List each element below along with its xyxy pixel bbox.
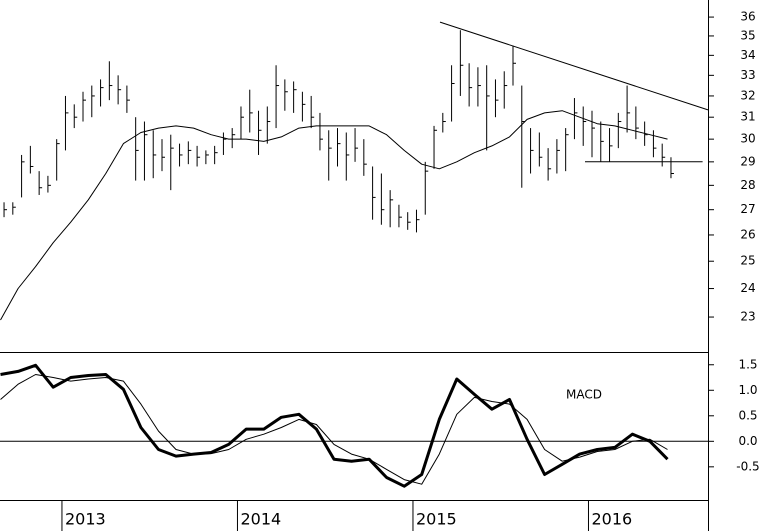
annotation: MACD — [566, 388, 602, 402]
x-tick-label: 2013 — [65, 510, 106, 529]
y-tick-label: 32 — [740, 88, 755, 102]
y-tick-label: 30 — [740, 132, 755, 146]
y-tick-label: 36 — [740, 10, 755, 24]
overlay-line — [0, 110, 668, 321]
y-tick-label: 0.0 — [738, 434, 757, 448]
x-tick-label: 2015 — [416, 510, 457, 529]
y-tick-label: 26 — [740, 227, 755, 241]
y-tick-label: -0.5 — [736, 459, 759, 473]
macd-line — [0, 374, 668, 485]
x-tick-label: 2014 — [240, 510, 281, 529]
macd-line — [0, 363, 669, 488]
y-tick-label: 24 — [740, 281, 755, 295]
x-tick-label: 2016 — [591, 510, 632, 529]
y-tick-label: 29 — [740, 154, 755, 168]
y-tick-label: 1.0 — [738, 383, 757, 397]
y-tick-label: 35 — [740, 28, 755, 42]
y-tick-label: 25 — [740, 254, 755, 268]
y-tick-label: 1.5 — [738, 357, 757, 371]
y-tick-label: 0.5 — [738, 408, 757, 422]
y-tick-label: 34 — [740, 48, 755, 62]
y-tick-label: 31 — [740, 110, 755, 124]
y-tick-label: 33 — [740, 68, 755, 82]
overlay-line — [439, 21, 709, 111]
y-tick-label: 23 — [740, 310, 755, 324]
y-tick-label: 28 — [740, 178, 755, 192]
y-tick-label: 27 — [740, 202, 755, 216]
